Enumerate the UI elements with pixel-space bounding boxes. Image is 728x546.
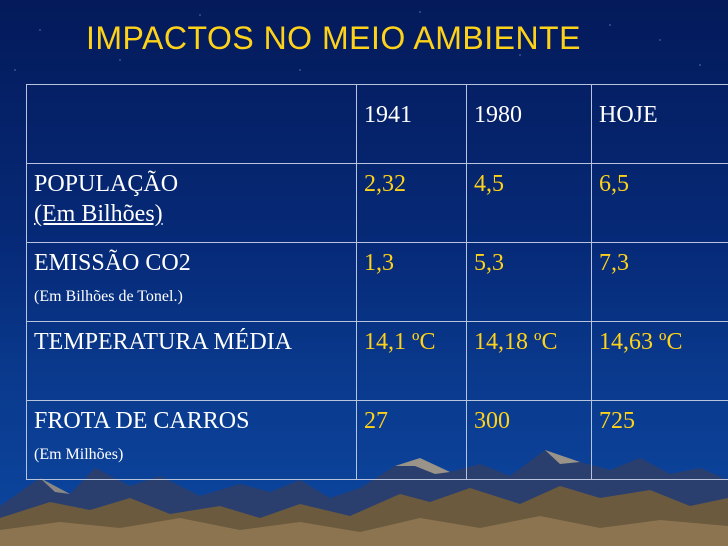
row-label-cell: FROTA DE CARROS (Em Milhões) xyxy=(26,400,357,480)
value-cell-hoje: 6,5 xyxy=(591,163,728,243)
row-sublabel: (Em Bilhões de Tonel.) xyxy=(34,288,183,305)
value-cell-1941: 14,1 ºC xyxy=(356,321,467,401)
header-cell-1941: 1941 xyxy=(356,84,467,164)
row-label-cell: TEMPERATURA MÉDIA xyxy=(26,321,357,401)
value-cell-hoje: 7,3 xyxy=(591,242,728,322)
row-label: TEMPERATURA MÉDIA xyxy=(34,329,293,355)
row-label: EMISSÃO CO2 xyxy=(34,250,191,276)
table-row-frota-carros: FROTA DE CARROS (Em Milhões) 27 300 725 xyxy=(26,400,728,480)
value-cell-1980: 300 xyxy=(466,400,592,480)
value-cell-1941: 27 xyxy=(356,400,467,480)
row-sublabel: (Em Bilhões) xyxy=(34,201,163,227)
value-cell-1941: 1,3 xyxy=(356,242,467,322)
table-row-temperatura: TEMPERATURA MÉDIA 14,1 ºC 14,18 ºC 14,63… xyxy=(26,321,728,401)
value-cell-hoje: 14,63 ºC xyxy=(591,321,728,401)
value-cell-1980: 14,18 ºC xyxy=(466,321,592,401)
impact-table: 1941 1980 HOJE POPULAÇÃO (Em Bilhões) 2,… xyxy=(26,84,728,480)
header-cell-1980: 1980 xyxy=(466,84,592,164)
table-row-populacao: POPULAÇÃO (Em Bilhões) 2,32 4,5 6,5 xyxy=(26,163,728,243)
table-row-emissao-co2: EMISSÃO CO2 (Em Bilhões de Tonel.) 1,3 5… xyxy=(26,242,728,322)
value-cell-1980: 5,3 xyxy=(466,242,592,322)
value-cell-hoje: 725 xyxy=(591,400,728,480)
mountain-landscape xyxy=(0,450,728,546)
row-sublabel: (Em Milhões) xyxy=(34,446,124,463)
value-cell-1980: 4,5 xyxy=(466,163,592,243)
row-label-cell: EMISSÃO CO2 (Em Bilhões de Tonel.) xyxy=(26,242,357,322)
page-title: IMPACTOS NO MEIO AMBIENTE xyxy=(86,20,581,56)
value-cell-1941: 2,32 xyxy=(356,163,467,243)
row-label-cell: POPULAÇÃO (Em Bilhões) xyxy=(26,163,357,243)
row-label: FROTA DE CARROS xyxy=(34,408,250,434)
header-cell-hoje: HOJE xyxy=(591,84,728,164)
header-cell-empty xyxy=(26,84,357,164)
row-label: POPULAÇÃO xyxy=(34,171,179,197)
table-header-row: 1941 1980 HOJE xyxy=(26,84,728,164)
